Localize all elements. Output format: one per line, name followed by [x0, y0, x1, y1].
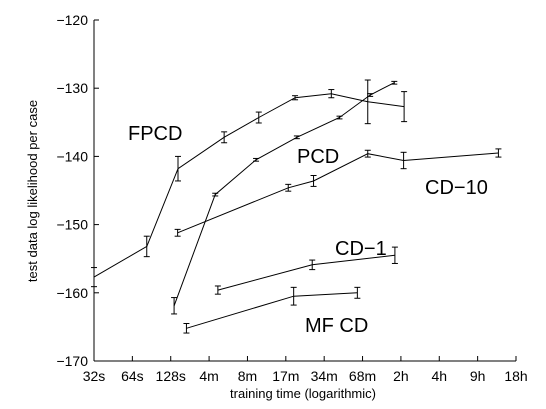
data-point — [328, 89, 335, 99]
y-tick-label: −150 — [56, 217, 88, 233]
y-tick-label: −160 — [56, 285, 88, 301]
data-point — [290, 286, 297, 306]
series-label-cd-10: CD−10 — [425, 177, 488, 199]
series-labels: FPCD PCD CD−10 CD−1 MF CD — [128, 123, 488, 337]
x-tick-label: 8m — [238, 368, 257, 384]
series-label-pcd: PCD — [297, 146, 339, 168]
data-point — [336, 115, 343, 120]
data-point — [143, 235, 150, 258]
series-cd-10 — [174, 148, 502, 237]
series-label-fpcd: FPCD — [128, 123, 182, 145]
data-point — [214, 285, 221, 295]
x-tick-label: 64s — [121, 368, 144, 384]
data-point — [391, 80, 398, 85]
data-point — [221, 131, 228, 144]
series-fpcd — [91, 79, 408, 288]
x-tick-label: 17m — [272, 368, 299, 384]
series — [91, 79, 502, 334]
axes: −170 −160 −150 −140 −130 −120 32s 64s 128s 4m 8m 17… — [56, 12, 527, 384]
data-point — [354, 286, 361, 299]
x-tick-label: 128s — [156, 368, 186, 384]
x-tick-label: 2h — [393, 368, 409, 384]
x-tick-label: 18h — [504, 368, 527, 384]
x-tick-label: 9h — [470, 368, 486, 384]
series-cd-1 — [214, 246, 398, 295]
data-point — [367, 93, 374, 97]
y-tick-label: −170 — [56, 353, 88, 369]
data-point — [292, 95, 299, 101]
x-tick-label: 4m — [199, 368, 218, 384]
data-point — [495, 148, 502, 158]
series-label-cd-1: CD−1 — [335, 238, 387, 260]
x-tick-label: 4h — [431, 368, 447, 384]
x-axis-label: training time (logarithmic) — [230, 386, 376, 401]
series-label-mf-cd: MF CD — [305, 315, 368, 337]
data-point — [174, 228, 181, 237]
x-tick-label: 68m — [349, 368, 376, 384]
data-point — [401, 91, 408, 123]
data-point — [255, 111, 262, 124]
data-point — [364, 149, 371, 158]
data-point — [310, 174, 317, 187]
y-tick-label: −130 — [56, 80, 88, 96]
y-axis-label: test data log likelihood per case — [25, 100, 40, 282]
series-mf-cd — [183, 286, 361, 334]
data-point — [293, 135, 300, 140]
data-point — [253, 157, 260, 162]
data-point — [183, 322, 190, 334]
data-point — [175, 155, 182, 182]
data-point — [212, 192, 219, 197]
y-tick-label: −120 — [56, 12, 88, 28]
data-point — [91, 267, 97, 288]
data-point — [171, 297, 178, 315]
x-tick-label: 34m — [311, 368, 338, 384]
x-tick-label: 32s — [83, 368, 106, 384]
data-point — [364, 79, 371, 125]
data-point — [400, 151, 407, 170]
data-point — [285, 183, 292, 192]
y-tick-label: −140 — [56, 148, 88, 164]
data-point — [391, 246, 398, 264]
data-point — [309, 259, 316, 271]
series-line-cd-10 — [177, 152, 499, 234]
series-line-cd-1 — [217, 254, 395, 291]
series-pcd — [171, 80, 398, 315]
